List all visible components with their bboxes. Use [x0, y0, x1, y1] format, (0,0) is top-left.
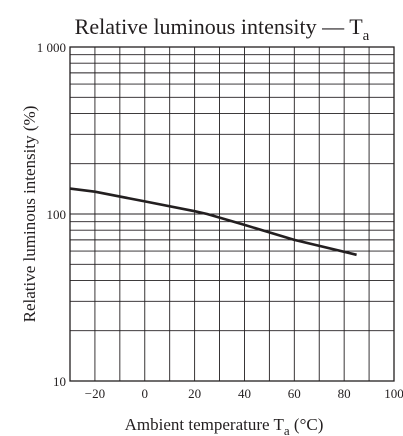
x-tick-label: 80: [338, 386, 351, 401]
plot-frame: [69, 46, 395, 382]
y-axis-label: Relative luminous intensity (%): [20, 106, 39, 323]
x-tick-label: 0: [142, 386, 149, 401]
y-tick-labels: 10 100 1 000: [37, 40, 66, 389]
x-tick-label: 100: [384, 386, 403, 401]
x-tick-label: 60: [288, 386, 301, 401]
y-tick-label: 100: [47, 207, 67, 222]
x-axis-label: Ambient temperature Ta (°C): [125, 415, 324, 436]
series-layer: [69, 187, 357, 257]
grid: [70, 47, 394, 381]
x-tick-labels: −20 0 20 40 60 80 100: [85, 386, 403, 401]
series-line: [69, 187, 357, 257]
chart-title: Relative luminous intensity — Ta: [75, 14, 370, 44]
y-tick-label: 10: [53, 374, 66, 389]
y-tick-label: 1 000: [37, 40, 66, 55]
x-tick-label: −20: [85, 386, 105, 401]
x-tick-label: 40: [238, 386, 251, 401]
x-tick-label: 20: [188, 386, 201, 401]
